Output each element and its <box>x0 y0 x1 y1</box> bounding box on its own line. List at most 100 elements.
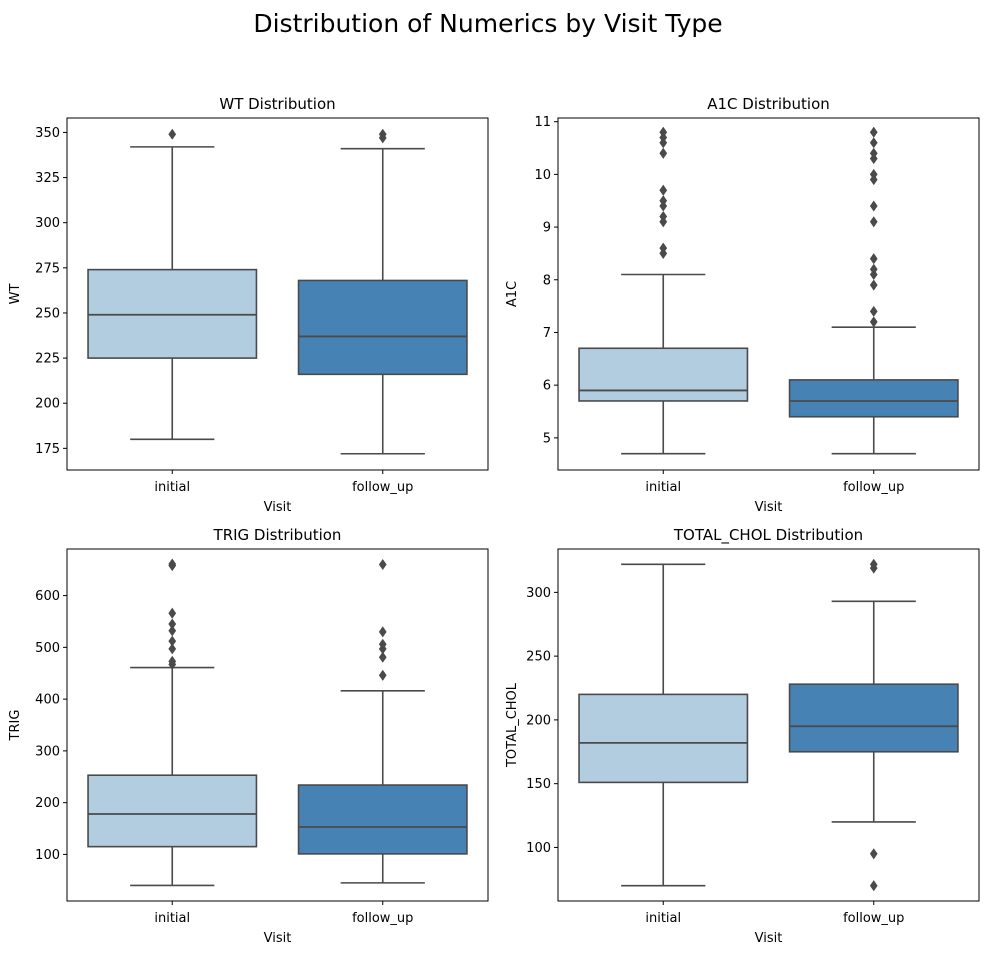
outlier-point <box>168 643 177 655</box>
plot-frame <box>557 548 980 902</box>
iqr-box <box>788 379 959 418</box>
outlier-point <box>869 279 878 291</box>
y-tick-label: 400 <box>35 693 60 708</box>
outlier-point <box>168 655 177 667</box>
outlier-point <box>869 848 878 860</box>
box-initial <box>578 126 749 455</box>
y-tick-label: 10 <box>534 168 551 183</box>
y-tick-label: 100 <box>526 841 551 856</box>
y-axis-label: A1C <box>505 281 520 307</box>
outlier-point <box>378 559 387 571</box>
outlier-point <box>659 184 668 196</box>
y-tick-label: 225 <box>35 352 60 367</box>
box-initial <box>87 128 258 441</box>
outlier-point <box>378 626 387 638</box>
outlier-point <box>378 651 387 663</box>
y-tick-label: 200 <box>526 713 551 728</box>
y-tick-label: 175 <box>35 442 60 457</box>
y-tick-label: 200 <box>35 796 60 811</box>
outlier-point <box>869 147 878 159</box>
outlier-point <box>869 200 878 212</box>
subplot-title: TOTAL_CHOL Distribution <box>673 526 863 545</box>
figure-title: Distribution of Numerics by Visit Type <box>253 9 722 38</box>
outlier-point <box>869 316 878 328</box>
y-tick-label: 9 <box>543 221 551 236</box>
outlier-point <box>869 305 878 317</box>
x-tick-label: initial <box>154 911 190 926</box>
y-tick-label: 500 <box>35 641 60 656</box>
box-follow_up <box>788 558 959 892</box>
y-tick-label: 350 <box>35 126 60 141</box>
outlier-point <box>378 638 387 650</box>
x-axis-label: Visit <box>755 931 783 946</box>
y-tick-label: 7 <box>543 326 551 341</box>
x-tick-label: initial <box>154 480 190 495</box>
y-tick-label: 5 <box>543 431 551 446</box>
outlier-point <box>869 558 878 570</box>
x-tick-label: initial <box>645 480 681 495</box>
outlier-point <box>869 137 878 149</box>
plot-frame <box>66 117 489 471</box>
subplot-title: A1C Distribution <box>707 95 830 113</box>
outlier-point <box>168 128 177 140</box>
iqr-box <box>87 774 258 848</box>
outlier-point <box>869 168 878 180</box>
x-tick-label: follow_up <box>352 911 413 926</box>
y-tick-label: 300 <box>35 744 60 759</box>
x-axis-label: Visit <box>755 500 783 515</box>
y-tick-label: 250 <box>526 650 551 665</box>
y-tick-label: 600 <box>35 589 60 604</box>
box-initial <box>87 558 258 887</box>
y-tick-label: 11 <box>534 115 551 130</box>
subplot-title: TRIG Distribution <box>213 526 342 544</box>
iqr-box <box>87 268 258 359</box>
outlier-point <box>869 216 878 228</box>
subplot-3: TRIG Distribution Visit TRIG 100 200 300 400 50… <box>8 526 489 946</box>
outlier-point <box>168 558 177 570</box>
outlier-point <box>869 126 878 138</box>
x-tick-label: follow_up <box>843 480 904 495</box>
iqr-box <box>297 784 468 855</box>
y-tick-label: 100 <box>35 848 60 863</box>
outlier-point <box>659 195 668 207</box>
outlier-point <box>168 635 177 647</box>
y-tick-label: 300 <box>35 216 60 231</box>
y-tick-label: 325 <box>35 171 60 186</box>
outlier-point <box>659 242 668 254</box>
outlier-point <box>869 263 878 275</box>
y-tick-label: 8 <box>543 273 551 288</box>
x-tick-label: initial <box>645 911 681 926</box>
outlier-point <box>168 625 177 637</box>
outlier-point <box>168 618 177 630</box>
outlier-point <box>869 253 878 265</box>
subplot-4: TOTAL_CHOL Distribution Visit TOTAL_CHOL 10… <box>505 526 980 946</box>
outlier-point <box>659 211 668 223</box>
iqr-box <box>297 279 468 376</box>
outlier-point <box>659 147 668 159</box>
y-tick-label: 6 <box>543 379 551 394</box>
y-tick-label: 200 <box>35 397 60 412</box>
y-axis-label: TOTAL_CHOL <box>505 682 520 768</box>
plot-frame <box>66 548 489 902</box>
subplot-2: A1C Distribution Visit A1C 5 6 7 8 9 10 11 initial… <box>505 95 980 515</box>
y-tick-label: 275 <box>35 261 60 276</box>
x-axis-label: Visit <box>264 931 292 946</box>
x-tick-label: follow_up <box>352 480 413 495</box>
box-follow_up <box>297 128 468 455</box>
outlier-point <box>378 128 387 140</box>
box-initial <box>578 563 749 887</box>
box-follow_up <box>788 126 959 455</box>
y-tick-label: 250 <box>35 306 60 321</box>
subplot-title: WT Distribution <box>219 95 335 113</box>
outlier-point <box>659 126 668 138</box>
x-tick-label: follow_up <box>843 911 904 926</box>
outlier-point <box>378 669 387 681</box>
y-tick-label: 300 <box>526 586 551 601</box>
y-axis-label: WT <box>8 284 23 305</box>
plot-frame <box>557 117 980 471</box>
outlier-point <box>168 607 177 619</box>
outlier-point <box>869 880 878 892</box>
y-axis-label: TRIG <box>8 710 23 742</box>
box-follow_up <box>297 559 468 884</box>
